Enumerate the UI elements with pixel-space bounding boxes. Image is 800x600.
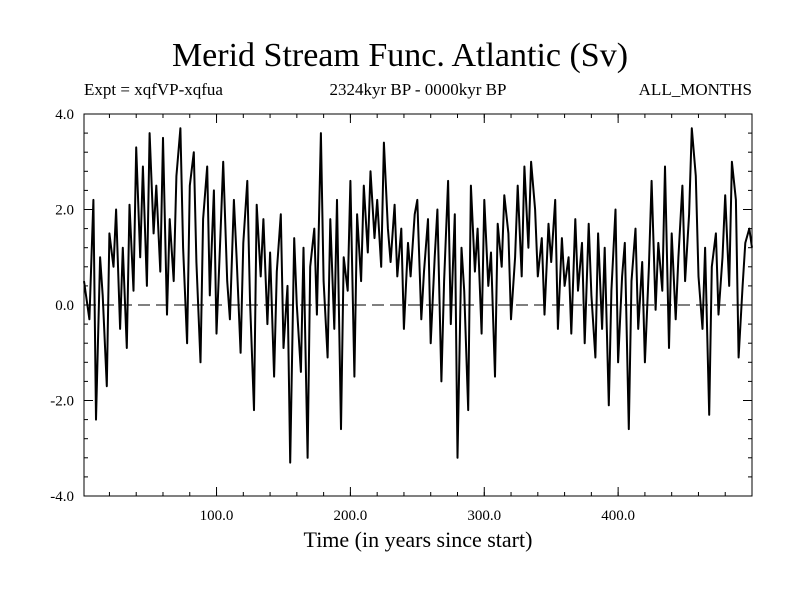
x-tick-label: 100.0: [200, 508, 234, 524]
x-tick-label: 200.0: [334, 508, 368, 524]
series-line: [83, 127, 753, 464]
y-tick-label: 0.0: [55, 298, 74, 314]
months-label: ALL_MONTHS: [638, 80, 752, 99]
experiment-label: Expt = xqfVP-xqfua: [84, 80, 223, 99]
y-tick-label: -4.0: [50, 489, 74, 505]
x-tick-label: 400.0: [601, 508, 635, 524]
y-tick-label: 4.0: [55, 107, 74, 123]
y-tick-label: -2.0: [50, 394, 74, 410]
x-axis-label: Time (in years since start): [303, 527, 533, 552]
time-range-label: 2324kyr BP - 0000kyr BP: [329, 80, 507, 99]
x-tick-label: 300.0: [467, 508, 501, 524]
y-tick-label: 2.0: [55, 203, 74, 219]
chart-title: Merid Stream Func. Atlantic (Sv): [171, 37, 629, 74]
